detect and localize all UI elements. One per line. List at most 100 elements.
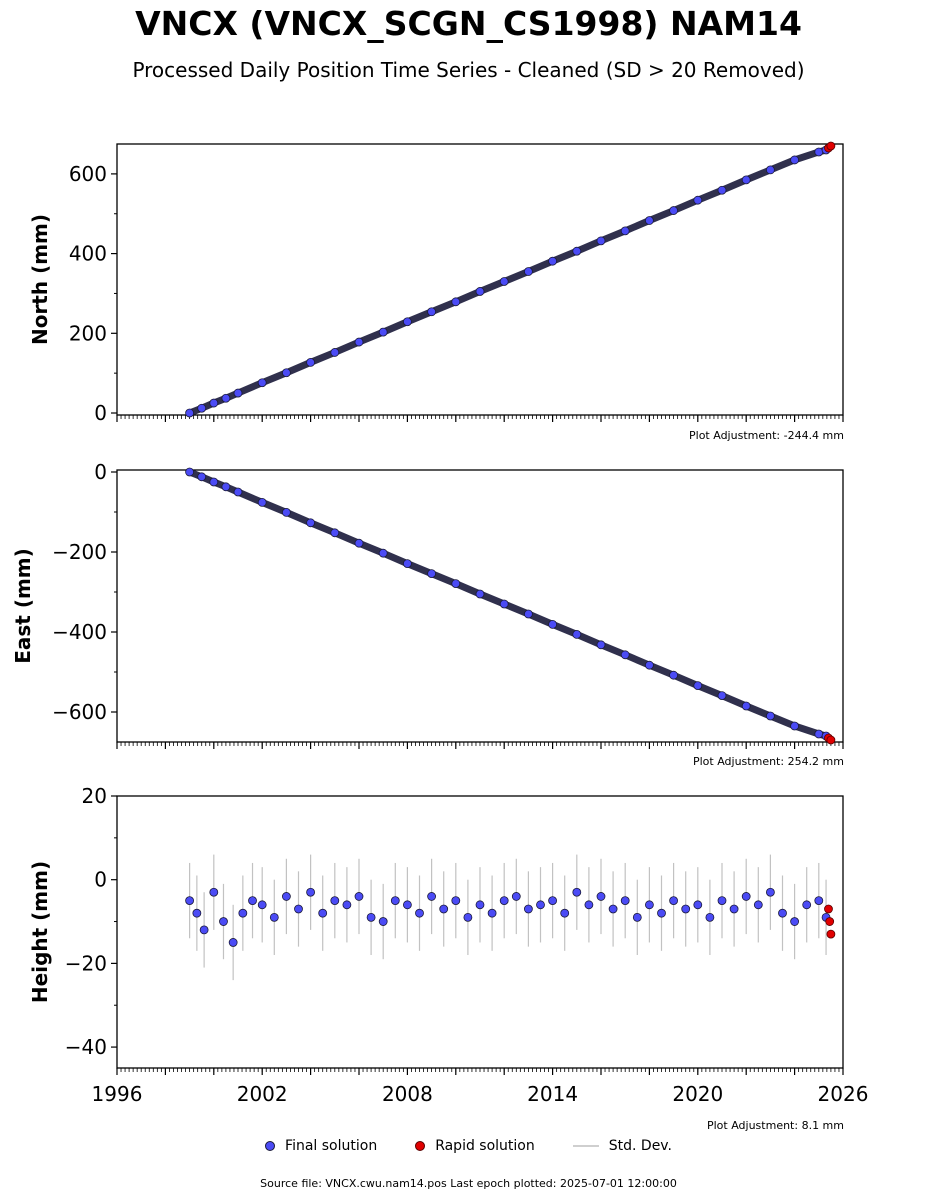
height-final-point [451,896,461,906]
height-ytick-label: −20 [65,951,107,975]
north-final-point [197,403,207,413]
height-ytick-label: 20 [82,784,107,808]
north-final-point [233,388,243,398]
east-final-point [197,472,207,482]
north-final-point [281,368,291,378]
north-final-point [693,195,703,205]
height-final-point [463,912,473,922]
height-ylabel: Height (mm) [28,861,52,1003]
height-xtick-label: 2014 [527,1082,578,1106]
height-final-point [632,912,642,922]
height-final-point [499,896,509,906]
height-xtick-label: 2008 [382,1082,433,1106]
chart-subtitle: Processed Daily Position Time Series - C… [132,58,805,82]
east-final-point [766,711,775,721]
height-final-point [790,917,799,926]
height-final-point [717,896,727,906]
height-final-point [620,896,630,906]
east-final-point [524,609,533,619]
east-ytick-label: −200 [52,540,107,564]
north-final-point [475,287,485,296]
height-final-point [199,925,209,935]
north-final-point [451,297,461,307]
height-final-point [536,900,545,910]
east-final-point [548,620,557,629]
height-final-point [439,904,449,914]
height-final-point [741,892,751,901]
height-final-point [192,908,202,918]
height-final-point [681,904,691,914]
north-final-point [185,408,195,418]
height-ytick-label: −40 [65,1035,107,1059]
height-final-point [584,900,594,910]
height-final-point [306,887,316,897]
east-final-point [330,528,340,538]
height-final-point [657,908,666,918]
height-final-point [487,908,497,918]
height-final-point [693,900,703,910]
std-dev-line-marker [572,1145,599,1147]
east-final-point [306,518,316,528]
north-final-point [354,337,364,347]
north-final-point [306,357,316,367]
height-final-point [269,912,279,922]
height-final-point [342,900,352,910]
height-ytick-label: 0 [94,868,107,892]
east-final-point [475,589,485,599]
north-final-point [378,327,388,337]
height-final-point [802,900,812,910]
north-final-point [427,307,437,317]
height-final-point [366,912,376,922]
height-final-point [705,912,715,922]
east-final-point [402,559,412,568]
east-plot-adjustment: Plot Adjustment: 254.2 mm [692,755,844,768]
east-final-point [620,650,630,660]
height-final-point [475,900,485,910]
north-final-point [524,267,533,276]
east-final-point [233,487,243,497]
east-final-point [209,477,219,487]
north-ytick-label: 200 [69,321,107,345]
north-final-point [645,216,654,225]
north-final-point [548,256,557,266]
east-final-point [596,640,606,650]
height-final-point [294,904,303,914]
height-plot-adjustment: Plot Adjustment: 8.1 mm [706,1119,844,1132]
chart-title: VNCX (VNCX_SCGN_CS1998) NAM14 [135,4,802,43]
height-rapid-point [825,917,835,926]
east-final-point [814,729,824,739]
north-ytick-label: 0 [94,401,107,425]
east-ytick-label: −400 [52,620,107,644]
north-final-point [741,175,751,185]
east-final-point [354,538,364,548]
height-final-point [596,892,606,901]
height-final-point [219,917,228,926]
east-final-point [185,467,195,477]
height-final-point [330,896,340,906]
height-final-point [729,904,739,914]
height-rapid-point [826,929,836,939]
height-final-point [572,887,582,897]
north-final-point [620,226,630,236]
north-final-point [499,277,509,286]
north-rapid-point [826,141,836,151]
north-final-point [766,165,775,175]
east-final-point [717,691,727,700]
legend: Final solution Rapid solution Std. Dev. [0,1138,937,1154]
east-final-point [499,599,509,609]
height-final-point [766,887,775,897]
north-final-point [402,317,412,327]
height-final-point [645,900,654,910]
rapid-solution-marker [415,1141,426,1151]
east-final-point [572,630,582,639]
north-final-point [596,236,606,246]
height-final-point [318,908,328,918]
height-final-point [548,896,557,906]
legend-rapid: Rapid solution [415,1138,535,1154]
east-final-point [281,508,291,517]
height-final-point [257,900,267,910]
height-xtick-label: 2026 [818,1082,869,1106]
height-final-point [560,908,570,918]
north-plot-adjustment: Plot Adjustment: -244.4 mm [689,429,844,442]
